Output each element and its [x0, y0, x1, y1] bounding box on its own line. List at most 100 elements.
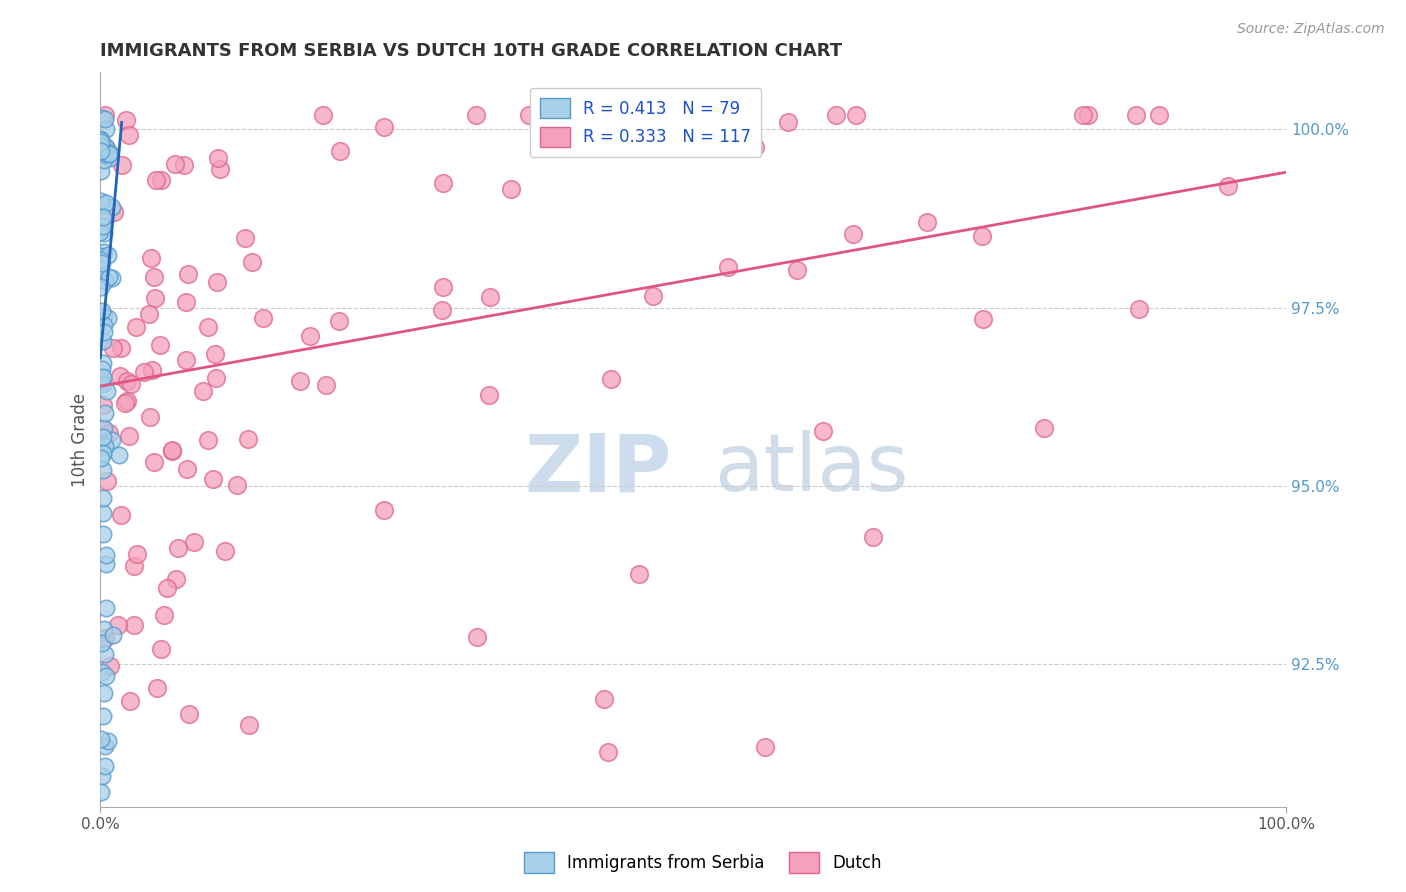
Point — [592, 692, 614, 706]
Point — [103, 341, 125, 355]
Point — [240, 255, 263, 269]
Point — [90, 138, 112, 153]
Point — [786, 262, 808, 277]
Point — [146, 681, 169, 696]
Point — [1077, 108, 1099, 122]
Point — [91, 491, 114, 506]
Point — [754, 739, 776, 754]
Point — [207, 151, 229, 165]
Point — [177, 267, 200, 281]
Point — [100, 659, 122, 673]
Point — [93, 153, 115, 167]
Point — [641, 289, 664, 303]
Point — [96, 384, 118, 399]
Point — [115, 393, 138, 408]
Point — [91, 429, 114, 443]
Point — [96, 474, 118, 488]
Point — [702, 108, 724, 122]
Point — [312, 108, 335, 122]
Point — [845, 108, 868, 122]
Point — [628, 567, 651, 582]
Point — [174, 295, 197, 310]
Point — [432, 279, 454, 293]
Point — [93, 140, 115, 154]
Point — [778, 115, 800, 129]
Point — [150, 173, 173, 187]
Point — [94, 668, 117, 682]
Point — [91, 526, 114, 541]
Point — [91, 398, 114, 412]
Point — [91, 636, 114, 650]
Point — [93, 622, 115, 636]
Point — [91, 422, 114, 436]
Point — [205, 276, 228, 290]
Point — [122, 617, 145, 632]
Point — [101, 433, 124, 447]
Point — [811, 424, 834, 438]
Point — [233, 231, 256, 245]
Point — [124, 559, 146, 574]
Point — [114, 396, 136, 410]
Point — [94, 140, 117, 154]
Point — [90, 220, 112, 235]
Point — [91, 256, 114, 270]
Point — [90, 374, 112, 388]
Point — [97, 733, 120, 747]
Point — [183, 534, 205, 549]
Point — [90, 111, 112, 125]
Point — [89, 225, 111, 239]
Point — [141, 363, 163, 377]
Point — [90, 304, 112, 318]
Point — [165, 157, 187, 171]
Point — [90, 665, 112, 680]
Point — [94, 439, 117, 453]
Point — [94, 601, 117, 615]
Point — [94, 112, 117, 127]
Point — [204, 347, 226, 361]
Point — [115, 374, 138, 388]
Point — [465, 630, 488, 644]
Point — [93, 421, 115, 435]
Point — [478, 290, 501, 304]
Point — [110, 341, 132, 355]
Text: atlas: atlas — [714, 430, 908, 508]
Point — [1033, 421, 1056, 435]
Point — [91, 369, 114, 384]
Point — [98, 152, 121, 166]
Point — [238, 432, 260, 446]
Point — [91, 709, 114, 723]
Point — [972, 312, 994, 326]
Point — [98, 425, 121, 440]
Point — [94, 195, 117, 210]
Point — [96, 122, 118, 136]
Point — [90, 362, 112, 376]
Point — [149, 338, 172, 352]
Point — [162, 444, 184, 458]
Point — [90, 164, 112, 178]
Point — [93, 219, 115, 233]
Point — [90, 133, 112, 147]
Point — [97, 147, 120, 161]
Point — [201, 472, 224, 486]
Point — [173, 158, 195, 172]
Point — [103, 628, 125, 642]
Point — [205, 371, 228, 385]
Point — [91, 198, 114, 212]
Text: ZIP: ZIP — [524, 430, 672, 508]
Point — [125, 320, 148, 334]
Point — [93, 326, 115, 340]
Point — [152, 608, 174, 623]
Point — [98, 145, 121, 160]
Point — [193, 384, 215, 398]
Point — [90, 252, 112, 267]
Point — [599, 372, 621, 386]
Point — [93, 318, 115, 332]
Point — [94, 648, 117, 662]
Point — [91, 446, 114, 460]
Point — [91, 334, 114, 348]
Point — [373, 120, 395, 135]
Point — [166, 541, 188, 556]
Point — [132, 365, 155, 379]
Text: IMMIGRANTS FROM SERBIA VS DUTCH 10TH GRADE CORRELATION CHART: IMMIGRANTS FROM SERBIA VS DUTCH 10TH GRA… — [100, 42, 842, 60]
Point — [125, 548, 148, 562]
